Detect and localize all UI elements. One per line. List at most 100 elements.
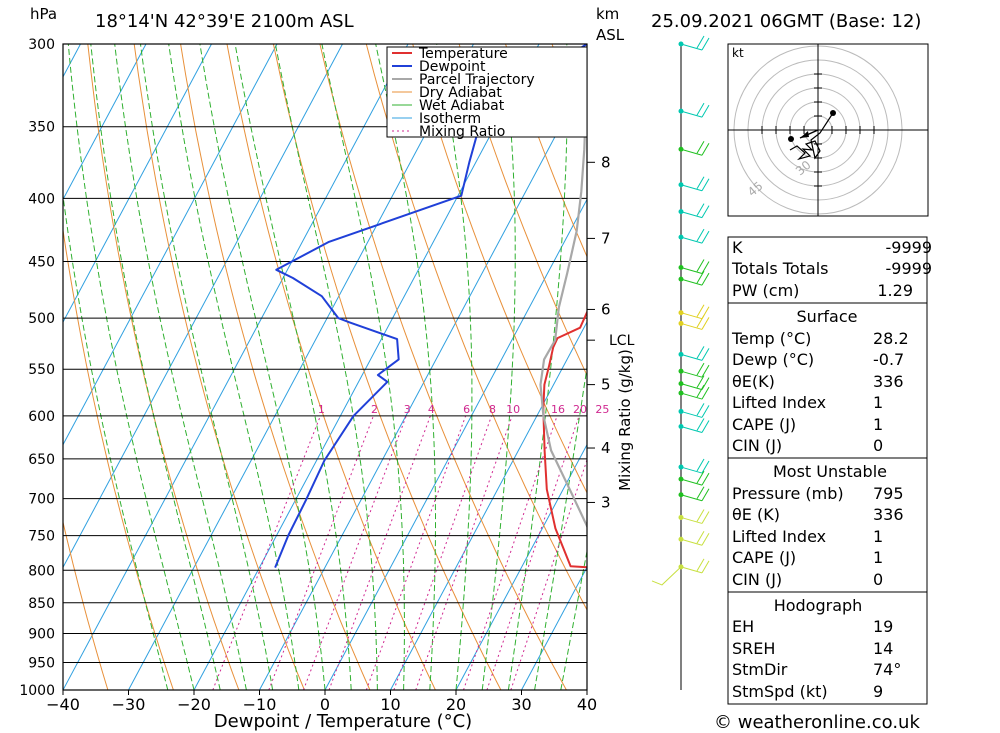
x-tick-label: −20 bbox=[177, 695, 211, 714]
km-asl-label: ASL bbox=[596, 26, 625, 44]
mu-theta-value: 336 bbox=[873, 505, 904, 524]
mixing-ratio-line bbox=[463, 415, 558, 690]
wind-barb bbox=[678, 458, 710, 474]
mixing-ratio-line bbox=[328, 415, 431, 690]
mu-cape-label: CAPE (J) bbox=[732, 548, 796, 567]
legend-box bbox=[386, 46, 588, 138]
km-tick-label: 6 bbox=[601, 300, 611, 318]
wet-adiabat-line bbox=[90, 44, 221, 690]
eh-label: EH bbox=[732, 617, 754, 636]
wet-adiabat-line bbox=[436, 44, 473, 690]
legend-wet-adiabat: Wet Adiabat bbox=[419, 98, 505, 114]
stmdir-value: 74° bbox=[873, 660, 901, 679]
isotherm-line bbox=[193, 44, 540, 690]
pressure-tick-label: 300 bbox=[28, 37, 55, 53]
surface-cin-label: CIN (J) bbox=[732, 436, 782, 455]
wet-adiabat-line bbox=[507, 44, 568, 690]
wind-barb bbox=[678, 259, 710, 274]
wet-adiabat-line bbox=[481, 44, 516, 690]
datetime-title: 25.09.2021 06GMT (Base: 12) bbox=[651, 11, 921, 32]
x-tick-label: −40 bbox=[46, 695, 80, 714]
tt-value: -9999 bbox=[886, 259, 933, 278]
pressure-tick-label: 600 bbox=[28, 409, 55, 425]
dry-adiabat-line bbox=[970, 44, 1000, 690]
surface-temp-value: 28.2 bbox=[873, 329, 909, 348]
most-unstable-box bbox=[727, 457, 928, 593]
wind-barb bbox=[678, 418, 710, 434]
legend-temperature: Temperature bbox=[418, 46, 508, 62]
isotherm-line bbox=[63, 44, 409, 690]
pressure-tick-label: 400 bbox=[28, 191, 55, 207]
mu-li-label: Lifted Index bbox=[732, 527, 826, 546]
isotherm-line bbox=[63, 44, 343, 569]
isotherm-line bbox=[455, 443, 587, 690]
mixing-ratio-labels: 1 2 3 4 6 8 10 16 20 25 bbox=[318, 403, 610, 416]
km-tick-label: 7 bbox=[601, 229, 611, 247]
x-tick-label: 10 bbox=[380, 695, 400, 714]
pressure-tick-label: 550 bbox=[28, 362, 55, 378]
wind-barb bbox=[678, 140, 710, 156]
mixing-ratio-label: 2 bbox=[371, 403, 378, 416]
pressure-tick-label: 650 bbox=[28, 452, 55, 468]
dry-adiabat-line bbox=[87, 44, 240, 690]
surface-cape-value: 1 bbox=[873, 415, 883, 434]
pressure-tick-label: 950 bbox=[28, 655, 55, 671]
temperature-axis: −40 −30 −20 −10 0 10 20 30 40 bbox=[46, 690, 597, 714]
dry-adiabat-line bbox=[458, 44, 587, 377]
wind-barb bbox=[678, 509, 710, 524]
dry-adiabat-line bbox=[365, 44, 587, 611]
indices-box bbox=[727, 236, 928, 304]
copyright: © weatheronline.co.uk bbox=[714, 712, 920, 733]
wind-barb bbox=[678, 486, 710, 502]
wind-barb-surface bbox=[651, 566, 682, 586]
dry-adiabat-line bbox=[63, 226, 174, 690]
y-unit-label: hPa bbox=[30, 5, 57, 23]
hodograph-top-point bbox=[830, 110, 836, 116]
most-unstable-title: Most Unstable bbox=[773, 462, 887, 481]
wind-barb bbox=[678, 35, 710, 51]
pressure-tick-label: 500 bbox=[28, 311, 55, 327]
wind-barb bbox=[678, 470, 710, 486]
legend-mixing-ratio: Mixing Ratio bbox=[419, 124, 505, 140]
dry-adiabat-line bbox=[505, 44, 587, 258]
mixing-ratio-label: 3 bbox=[404, 403, 411, 416]
wind-barb bbox=[678, 558, 710, 574]
surface-dewp-label: Dewp (°C) bbox=[732, 350, 814, 369]
stmdir-label: StmDir bbox=[732, 660, 788, 679]
mixing-ratio-line bbox=[212, 415, 321, 690]
km-tick-label: 4 bbox=[601, 439, 611, 457]
dry-adiabat-line bbox=[923, 44, 1000, 690]
km-axis: 3 4 5 6 7 8 LCL bbox=[587, 153, 635, 511]
hodograph-unit: kt bbox=[732, 46, 744, 60]
hodograph-stats-title: Hodograph bbox=[774, 596, 863, 615]
x-tick-label: −30 bbox=[112, 695, 146, 714]
wind-barb bbox=[678, 304, 710, 320]
mixing-ratio-label: 8 bbox=[489, 403, 496, 416]
surface-title: Surface bbox=[797, 307, 858, 326]
surface-theta-value: 336 bbox=[873, 372, 904, 391]
legend-dry-adiabat: Dry Adiabat bbox=[419, 85, 502, 101]
stmspd-label: StmSpd (kt) bbox=[732, 682, 828, 701]
sreh-label: SREH bbox=[732, 639, 775, 658]
isotherm-line bbox=[521, 566, 587, 690]
isotherm-line bbox=[324, 198, 587, 690]
legend-parcel: Parcel Trajectory bbox=[419, 72, 535, 88]
indices-panel: K -9999 Totals Totals -9999 PW (cm) 1.29… bbox=[727, 236, 933, 705]
pressure-tick-label: 800 bbox=[28, 563, 55, 579]
isotherm-line bbox=[0, 44, 15, 690]
mixing-ratio-label: 6 bbox=[463, 403, 470, 416]
mixing-ratio-label: 25 bbox=[595, 403, 609, 416]
isotherm-line bbox=[128, 44, 474, 690]
k-value: -9999 bbox=[886, 238, 933, 257]
pressure-tick-label: 450 bbox=[28, 255, 55, 271]
pw-value: 1.29 bbox=[877, 281, 913, 300]
wind-barb bbox=[678, 270, 710, 286]
mixing-ratio-label: 20 bbox=[573, 403, 587, 416]
dry-adiabat-line bbox=[180, 44, 371, 690]
pressure-tick-label: 350 bbox=[28, 120, 55, 136]
wet-adiabat-line bbox=[586, 687, 587, 690]
sounding-series bbox=[274, 44, 587, 569]
mu-pressure-label: Pressure (mb) bbox=[732, 484, 844, 503]
k-label: K bbox=[732, 238, 743, 257]
